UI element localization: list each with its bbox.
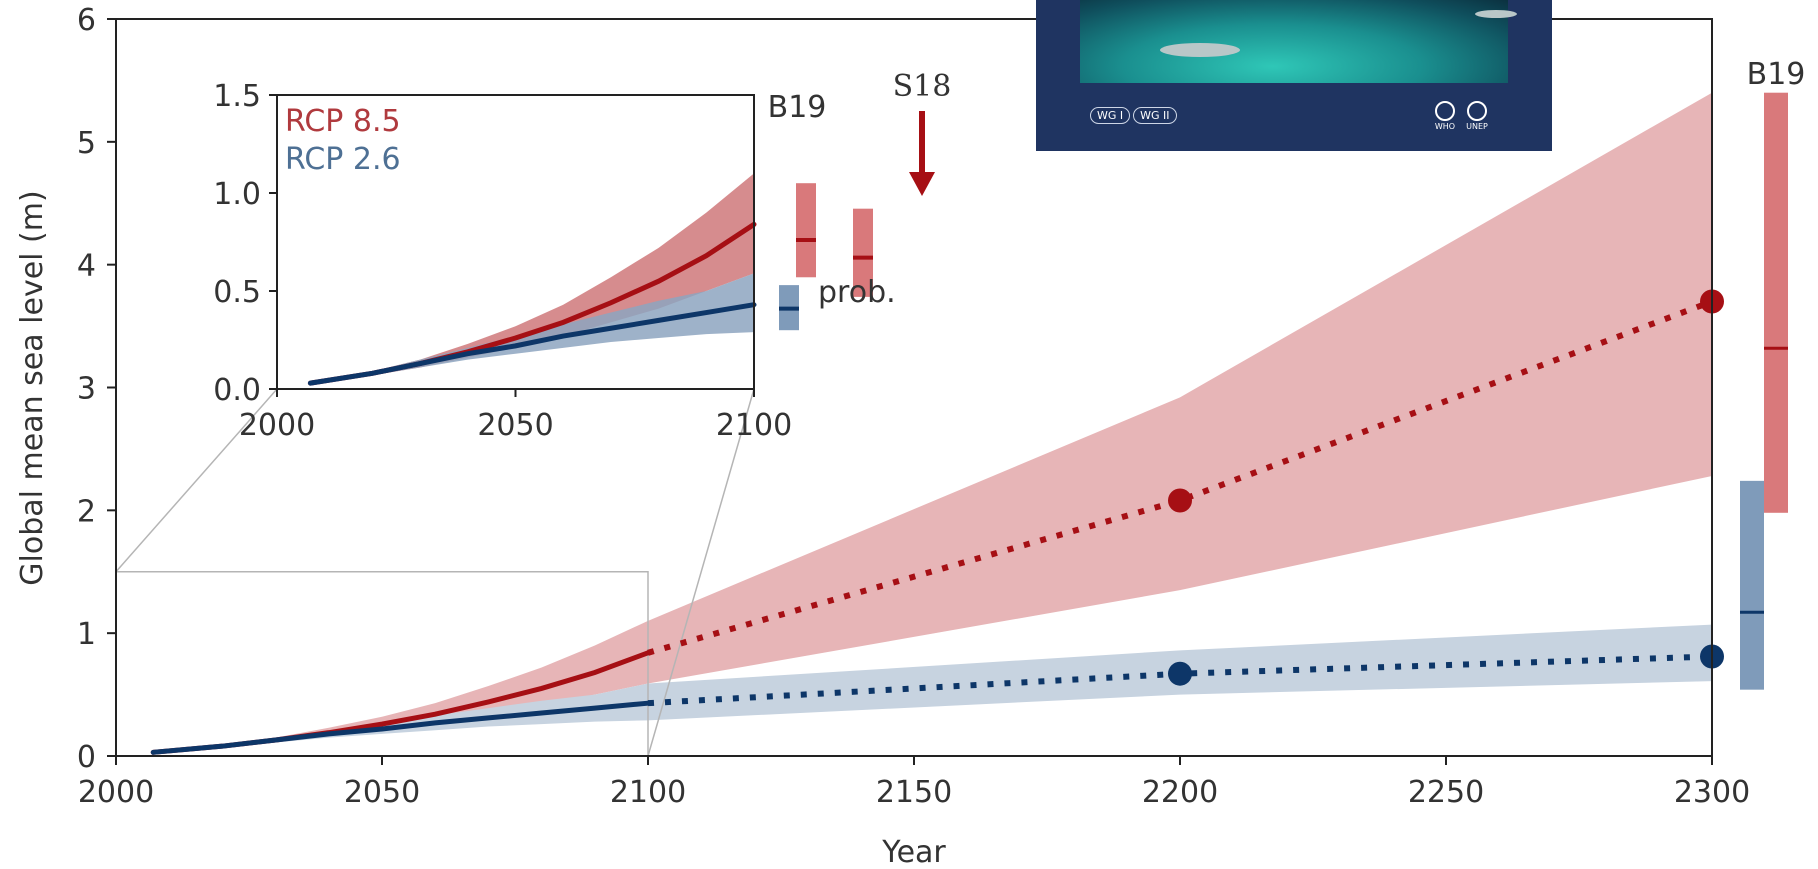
band-rcp85 xyxy=(153,620,649,753)
x-tick-label-2250: 2250 xyxy=(1408,775,1484,810)
inset-chart: 2000 2050 2100 0.0 0.5 1.0 1.5 RCP 8.5 RCP 2.6… xyxy=(213,69,951,443)
fish-icon xyxy=(1160,43,1240,57)
band-extension-rcp85 xyxy=(648,92,1712,684)
inset-label-b19: B19 xyxy=(768,90,827,125)
y-tick-label-4: 4 xyxy=(77,249,96,284)
report-cover-image: WG I WG II WHO UNEP xyxy=(1036,0,1552,151)
zoom-connector-left xyxy=(115,388,278,573)
inset-series-lines xyxy=(307,221,757,386)
range-bar-1 xyxy=(1740,480,1764,690)
marker-rcp26-2200 xyxy=(1168,661,1192,686)
y-tick-label-6: 6 xyxy=(77,3,96,38)
y-tick-label-1: 1 xyxy=(77,617,96,652)
band-rcp26 xyxy=(153,683,649,753)
s18-arrow xyxy=(909,111,935,196)
inset-y-tick-label-0.0: 0.0 xyxy=(213,373,261,408)
x-tick-label-2000: 2000 xyxy=(78,775,154,810)
y-tick-label-2: 2 xyxy=(77,494,96,529)
zoom-connector-right xyxy=(647,388,755,757)
legend-rcp85: RCP 8.5 xyxy=(285,104,401,139)
working-group-badge: WG I WG II xyxy=(1090,107,1177,124)
y-axis-label: Global mean sea level (m) xyxy=(15,190,50,585)
ocean-photo xyxy=(1080,0,1517,83)
badge-wg1: WG I xyxy=(1090,107,1131,124)
inset-x-tick-label-2000: 2000 xyxy=(239,408,315,443)
marker-rcp85-2200 xyxy=(1168,488,1192,513)
main-range-bars xyxy=(1740,92,1788,690)
inset-ticks: 2000 2050 2100 0.0 0.5 1.0 1.5 xyxy=(213,79,792,443)
fish-icon xyxy=(1475,10,1517,18)
inset-y-tick-label-1.5: 1.5 xyxy=(213,79,261,114)
inset-x-tick-label-2050: 2050 xyxy=(477,408,553,443)
inset-y-tick-label-0.5: 0.5 xyxy=(213,275,261,310)
inset-x-tick-label-2100: 2100 xyxy=(716,408,792,443)
inset-range-bar-0 xyxy=(796,183,816,278)
inset-band-rcp26 xyxy=(310,273,754,384)
range-bar-0 xyxy=(1764,92,1788,513)
x-tick-label-2150: 2150 xyxy=(876,775,952,810)
unep-logo: UNEP xyxy=(1464,101,1490,131)
x-tick-label-2100: 2100 xyxy=(610,775,686,810)
inset-line-rcp26 xyxy=(307,302,757,386)
who-logo-label: WHO xyxy=(1434,122,1456,131)
who-logo: WHO xyxy=(1432,101,1458,131)
inset-range-bar-1 xyxy=(853,208,873,297)
y-tick-label-3: 3 xyxy=(77,372,96,407)
inset-range-bars xyxy=(779,183,873,331)
x-tick-label-2200: 2200 xyxy=(1142,775,1218,810)
inset-label-s18: S18 xyxy=(893,69,952,104)
y-tick-label-0: 0 xyxy=(77,740,96,775)
unep-logo-label: UNEP xyxy=(1466,122,1488,131)
x-tick-label-2300: 2300 xyxy=(1674,775,1750,810)
inset-label-prob: prob. xyxy=(818,275,896,310)
inset-y-tick-label-1.0: 1.0 xyxy=(213,177,261,212)
badge-wg2: WG II xyxy=(1133,107,1177,124)
line-rcp26 xyxy=(150,700,651,755)
legend-rcp26: RCP 2.6 xyxy=(285,142,401,177)
y-tick-label-5: 5 xyxy=(77,126,96,161)
main-range-label-b19: B19 xyxy=(1747,57,1806,92)
main-ticks: 2000 2050 2100 2150 2200 2250 2300 0 1 2 3 4 5 6 xyxy=(77,3,1750,810)
x-axis-label: Year xyxy=(881,835,946,869)
x-tick-label-2050: 2050 xyxy=(344,775,420,810)
